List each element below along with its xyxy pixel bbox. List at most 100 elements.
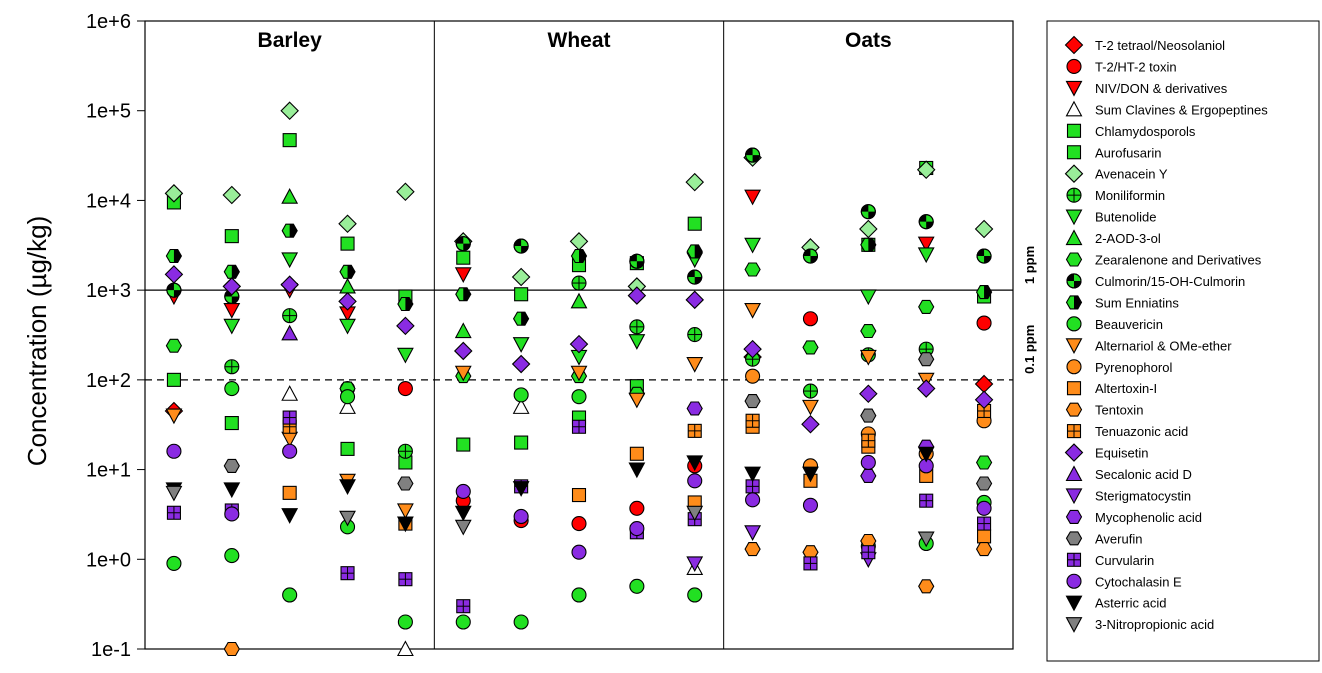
data-point bbox=[571, 516, 587, 532]
data-point bbox=[570, 248, 588, 264]
data-point-shape bbox=[917, 247, 935, 264]
legend-label: Cytochalasin E bbox=[1095, 574, 1182, 589]
data-point bbox=[454, 519, 472, 536]
data-point-shape bbox=[339, 277, 356, 294]
legend-marker-quarter-a bbox=[1067, 273, 1074, 281]
data-point-shape bbox=[974, 374, 994, 394]
data-point bbox=[629, 319, 645, 335]
data-point bbox=[859, 219, 878, 239]
data-point-quarter-a bbox=[919, 214, 927, 222]
data-point bbox=[976, 315, 992, 331]
data-point bbox=[166, 555, 182, 571]
data-point bbox=[974, 219, 994, 239]
data-point-shape bbox=[860, 468, 877, 483]
data-point bbox=[512, 398, 530, 414]
legend-marker-quarter-b bbox=[1074, 280, 1081, 288]
data-point bbox=[281, 324, 299, 341]
data-point-half bbox=[984, 285, 992, 299]
data-point-shape bbox=[455, 483, 471, 500]
data-point-shape bbox=[629, 500, 645, 516]
data-point-outline bbox=[802, 248, 819, 264]
legend-label: Avenacein Y bbox=[1095, 167, 1168, 182]
data-point-shape bbox=[339, 510, 356, 527]
data-point-shape bbox=[685, 290, 705, 310]
data-point bbox=[860, 237, 877, 252]
legend-marker bbox=[1064, 164, 1084, 183]
data-point bbox=[917, 446, 935, 463]
data-point bbox=[397, 476, 414, 491]
legend-marker-shape bbox=[1065, 80, 1083, 97]
reference-line-label: 1 ppm bbox=[1022, 246, 1037, 284]
data-point-shape bbox=[456, 437, 471, 452]
data-point-outline bbox=[687, 269, 703, 285]
data-point bbox=[918, 579, 935, 594]
legend-label: Tentoxin bbox=[1095, 403, 1143, 418]
legend-marker-shape bbox=[1064, 35, 1084, 55]
legend-marker-shape bbox=[1065, 465, 1083, 482]
data-point bbox=[628, 334, 646, 350]
data-point-shape bbox=[802, 340, 819, 355]
data-point bbox=[222, 277, 242, 296]
data-point-shape bbox=[571, 516, 587, 532]
data-point-quarter-b bbox=[463, 243, 471, 251]
data-point-shape bbox=[687, 216, 702, 231]
data-point-quarter-b bbox=[521, 246, 529, 254]
data-point bbox=[918, 352, 935, 367]
data-point bbox=[166, 443, 182, 459]
legend-marker bbox=[1066, 359, 1082, 375]
data-point bbox=[396, 316, 415, 336]
data-point-shape bbox=[628, 334, 646, 350]
legend-label: Chlamydosporols bbox=[1095, 124, 1196, 139]
data-point-shape bbox=[571, 389, 587, 405]
legend-marker bbox=[1065, 595, 1083, 612]
data-point bbox=[456, 599, 471, 614]
data-point-shape bbox=[859, 289, 877, 306]
data-point-shape bbox=[512, 398, 530, 414]
data-point bbox=[916, 379, 936, 398]
legend-marker bbox=[1066, 381, 1082, 396]
data-point bbox=[396, 516, 414, 533]
data-point-shape bbox=[860, 408, 877, 423]
data-point bbox=[744, 189, 762, 206]
data-point bbox=[340, 441, 355, 456]
y-tick-label: 1e+6 bbox=[86, 11, 131, 33]
y-tick-label: 1e+4 bbox=[86, 190, 131, 212]
data-point bbox=[339, 318, 356, 335]
data-point bbox=[396, 182, 415, 202]
data-point bbox=[396, 503, 414, 520]
reference-lines: 1 ppm 0.1 ppm bbox=[145, 246, 1037, 381]
data-point-shape bbox=[686, 401, 703, 416]
data-point-shape bbox=[513, 508, 529, 525]
data-point-shape bbox=[282, 133, 297, 148]
data-point bbox=[802, 383, 819, 399]
legend-marker bbox=[1065, 209, 1083, 226]
data-point-shape bbox=[629, 446, 644, 461]
data-point-shape bbox=[339, 318, 356, 335]
data-point bbox=[339, 277, 356, 294]
data-point bbox=[455, 236, 471, 252]
legend-label: T-2/HT-2 toxin bbox=[1095, 59, 1177, 74]
data-point bbox=[224, 229, 239, 244]
data-point-shape bbox=[224, 506, 240, 522]
data-point bbox=[571, 544, 587, 560]
data-point bbox=[282, 133, 297, 148]
data-point-shape bbox=[223, 641, 240, 657]
data-point-shape bbox=[917, 531, 935, 548]
data-point bbox=[687, 216, 702, 231]
legend-marker-shape bbox=[1066, 145, 1082, 160]
data-point bbox=[455, 614, 471, 630]
data-point-shape bbox=[744, 237, 762, 254]
legend-marker-shape bbox=[1066, 359, 1082, 375]
data-point-quarter-b bbox=[752, 155, 760, 163]
data-point-shape bbox=[223, 482, 241, 499]
data-point bbox=[918, 299, 935, 314]
data-point-shape bbox=[281, 324, 299, 341]
data-point-shape bbox=[513, 387, 529, 403]
data-point bbox=[454, 322, 472, 339]
legend-marker bbox=[1066, 273, 1082, 289]
legend-marker bbox=[1065, 295, 1083, 310]
data-point bbox=[861, 433, 876, 448]
data-point bbox=[745, 413, 760, 428]
legend-marker-shape bbox=[1065, 531, 1083, 546]
data-point bbox=[282, 485, 297, 500]
